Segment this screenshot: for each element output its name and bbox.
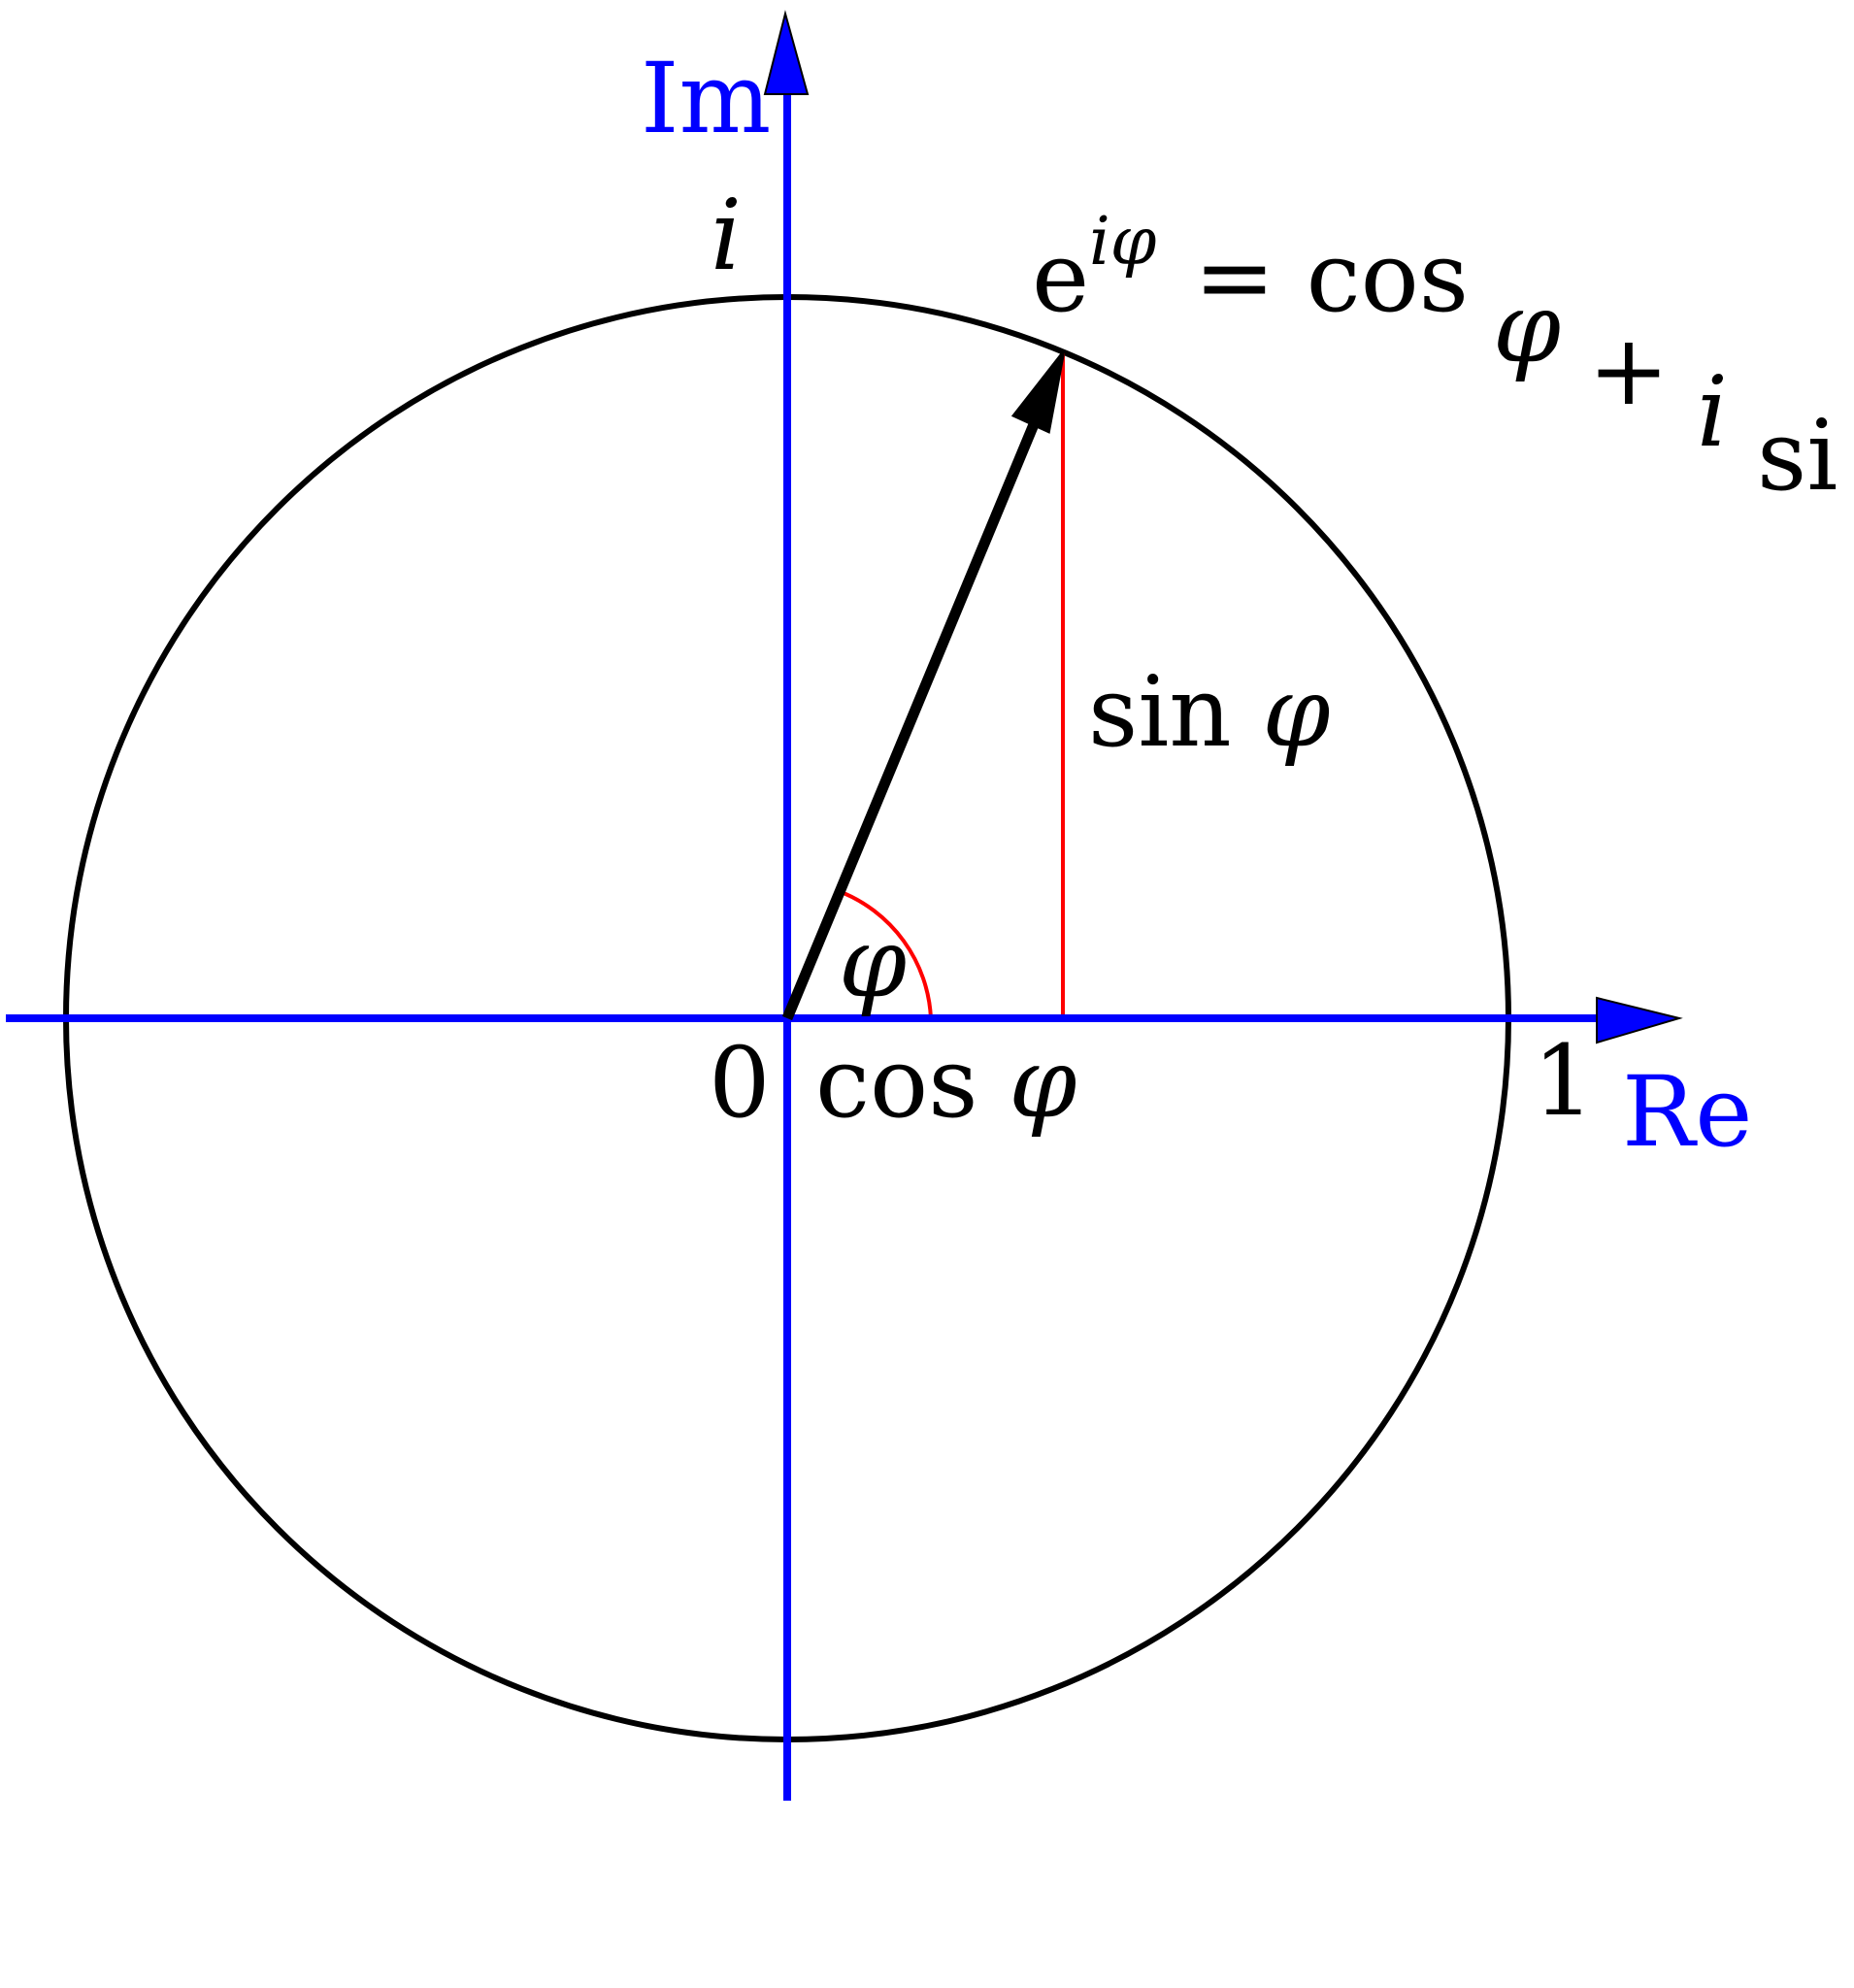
sin-word: sin (1088, 655, 1232, 769)
unit-vector-line (781, 414, 1043, 1021)
cos-word: cos (815, 1026, 978, 1140)
formula-equals-cos: = cos (1194, 220, 1469, 334)
formula-i: i (1697, 355, 1728, 469)
origin-label: 0 (709, 1026, 771, 1140)
unit-vector-arrowhead (1010, 351, 1065, 434)
one-label: 1 (1533, 1024, 1595, 1138)
cos-phi-symbol: φ (1009, 1026, 1076, 1140)
formula-exponent: iφ (1089, 204, 1157, 281)
imaginary-axis-label: Im (641, 42, 771, 155)
cos-phi-label: cos φ (815, 1026, 1076, 1140)
angle-arc (838, 889, 933, 1019)
i-label: i (711, 179, 742, 292)
angle-phi-label: φ (839, 906, 907, 1019)
sin-phi-symbol: φ (1263, 655, 1331, 769)
imaginary-axis-arrowhead (763, 10, 810, 95)
formula-phi: φ (1493, 271, 1561, 384)
formula-base-e: e (1032, 220, 1089, 334)
real-axis-arrowhead (1596, 996, 1683, 1044)
formula-sin-partial: si (1757, 399, 1837, 513)
real-axis-label: Re (1622, 1055, 1752, 1169)
formula-plus: + (1588, 314, 1670, 427)
sin-phi-label: sin φ (1088, 655, 1331, 769)
